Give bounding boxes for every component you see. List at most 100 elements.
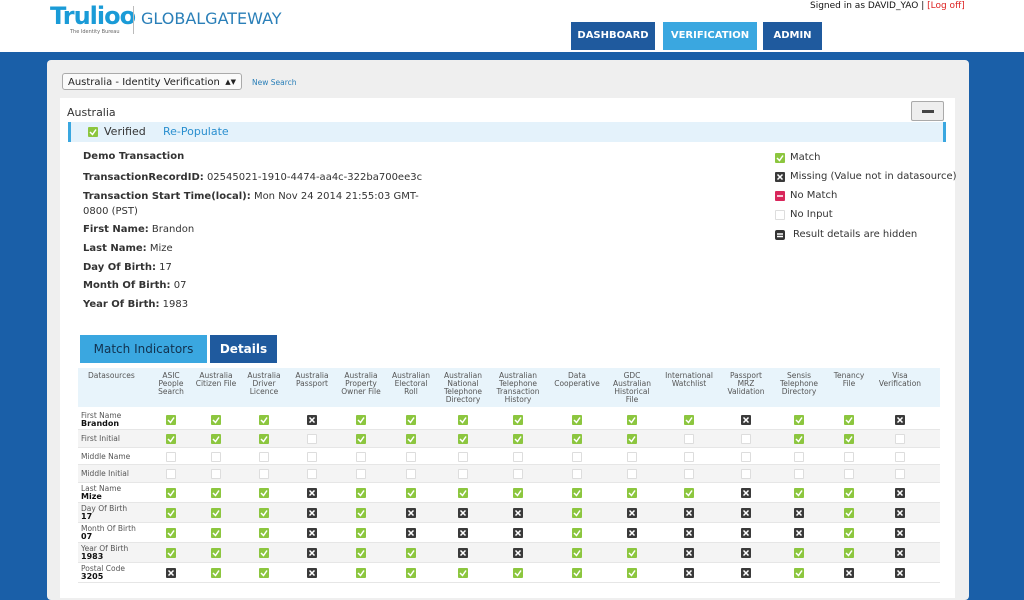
match-icon bbox=[259, 548, 269, 558]
field-value: 1983 bbox=[162, 299, 189, 310]
missing-icon bbox=[684, 548, 694, 558]
match-icon bbox=[572, 568, 582, 578]
match-icon bbox=[684, 488, 694, 498]
match-icon bbox=[794, 415, 804, 425]
match-icon bbox=[259, 415, 269, 425]
repopulate[interactable]: Re-Populate bbox=[163, 125, 229, 138]
tab[interactable]: Match Indicators bbox=[80, 335, 207, 363]
panel-title: Australia bbox=[67, 106, 116, 119]
noinput-icon bbox=[513, 469, 523, 479]
noinput-icon bbox=[166, 451, 176, 462]
match-icon bbox=[844, 548, 854, 558]
match-icon bbox=[211, 528, 221, 538]
verified-icon bbox=[88, 127, 98, 137]
match-icon bbox=[572, 488, 582, 498]
match-icon bbox=[211, 434, 221, 444]
match-icon bbox=[356, 415, 366, 425]
noinput-icon bbox=[627, 469, 637, 479]
missing-icon bbox=[895, 488, 905, 498]
noinput-icon bbox=[458, 451, 468, 462]
nav-button[interactable]: VERIFICATION bbox=[663, 22, 757, 50]
noinput-icon bbox=[307, 451, 317, 462]
missing-icon bbox=[684, 568, 694, 578]
row-label: Month Of Birth 07 bbox=[81, 525, 136, 541]
missing-icon bbox=[895, 415, 905, 425]
row-name: Month Of Birth bbox=[81, 524, 136, 533]
row-label: Day Of Birth 17 bbox=[81, 505, 127, 521]
missing-icon bbox=[741, 568, 751, 578]
missing-icon bbox=[895, 528, 905, 538]
match-icon bbox=[259, 488, 269, 498]
missing-icon bbox=[307, 568, 317, 578]
nav-button[interactable]: ADMIN bbox=[763, 22, 822, 50]
match-icon bbox=[406, 488, 416, 498]
field-value: Mon Nov 24 2014 21:55:03 GMT-0800 (PST) bbox=[83, 191, 419, 217]
row-value: 07 bbox=[81, 532, 93, 541]
datasource-select[interactable]: Australia - Identity Verification ▲▼ bbox=[62, 73, 242, 90]
field-label: Month Of Birth: bbox=[83, 280, 171, 291]
row-label: Year Of Birth 1983 bbox=[81, 545, 128, 561]
field-value: Mize bbox=[149, 243, 173, 254]
new-search[interactable]: New Search bbox=[252, 78, 297, 87]
match-icon bbox=[259, 508, 269, 518]
collapse-button[interactable] bbox=[911, 101, 944, 121]
match-icon bbox=[794, 568, 804, 578]
logo[interactable]: Trulioo bbox=[50, 2, 136, 30]
table-row bbox=[78, 430, 940, 448]
table-row bbox=[78, 503, 940, 523]
match-icon bbox=[166, 488, 176, 498]
match-icon bbox=[627, 548, 637, 558]
collapse-icon bbox=[922, 110, 934, 113]
match-icon bbox=[572, 434, 582, 444]
missing-icon bbox=[895, 548, 905, 558]
match-icon bbox=[406, 434, 416, 444]
missing-icon bbox=[741, 548, 751, 558]
match-icon bbox=[794, 434, 804, 444]
match-icon bbox=[211, 508, 221, 518]
noinput-icon bbox=[166, 469, 176, 479]
log-off[interactable]: [Log off] bbox=[927, 1, 965, 11]
match-icon bbox=[166, 415, 176, 425]
missing-icon bbox=[895, 568, 905, 578]
match-icon bbox=[684, 415, 694, 425]
nav-button[interactable]: DASHBOARD bbox=[571, 22, 655, 50]
match-icon bbox=[211, 488, 221, 498]
field: Year Of Birth: 1983 bbox=[83, 297, 428, 312]
match-icon bbox=[406, 548, 416, 558]
noinput-icon bbox=[684, 434, 694, 444]
noinput-icon bbox=[211, 451, 221, 462]
missing-icon bbox=[307, 548, 317, 558]
noinput-icon bbox=[895, 451, 905, 462]
match-icon bbox=[844, 508, 854, 518]
row-name: Middle Name bbox=[81, 452, 131, 461]
missing-icon bbox=[741, 415, 751, 425]
match-icon bbox=[458, 415, 468, 425]
missing-icon bbox=[741, 488, 751, 498]
legend-label: Missing (Value not in datasource) bbox=[790, 171, 957, 182]
table-row bbox=[78, 543, 940, 563]
noinput-icon bbox=[572, 469, 582, 479]
missing-icon bbox=[513, 548, 523, 558]
missing-icon bbox=[307, 508, 317, 518]
missing-icon bbox=[627, 508, 637, 518]
row-value: Brandon bbox=[81, 419, 120, 428]
noinput-icon bbox=[844, 451, 854, 462]
signed-in: Signed in as DAVID_YAO | [Log off] bbox=[810, 1, 965, 11]
noinput-icon bbox=[211, 469, 221, 479]
match-icon bbox=[627, 488, 637, 498]
match-icon bbox=[513, 434, 523, 444]
column-header: Australian Electoral Roll bbox=[392, 371, 430, 396]
column-header: Data Cooperative bbox=[554, 371, 600, 388]
match-icon bbox=[211, 548, 221, 558]
missing-icon bbox=[513, 528, 523, 538]
noinput-icon bbox=[895, 469, 905, 479]
divider bbox=[133, 6, 134, 34]
match-icon bbox=[356, 508, 366, 518]
row-label: First Initial bbox=[81, 435, 120, 443]
match-icon bbox=[356, 528, 366, 538]
match-icon bbox=[166, 434, 176, 444]
tab[interactable]: Details bbox=[210, 335, 277, 363]
noinput-icon bbox=[406, 451, 416, 462]
noinput-icon bbox=[307, 434, 317, 444]
table-row bbox=[78, 483, 940, 503]
